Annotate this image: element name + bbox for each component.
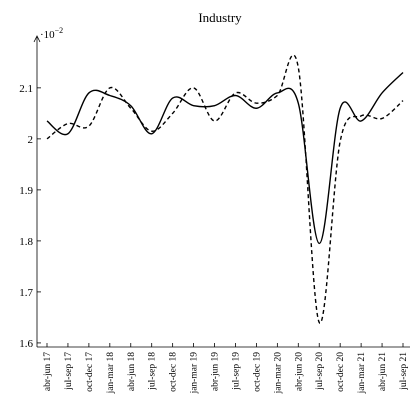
multiplier-base: ·10 xyxy=(40,29,55,41)
x-tick-label: abr-jun 19 xyxy=(211,352,221,391)
x-tick-label: abr-jun 18 xyxy=(127,352,137,391)
x-tick-label: jul-sep 18 xyxy=(148,352,158,391)
x-tick-label: jan-mar 18 xyxy=(106,352,116,395)
x-tick-label: jul-sep 17 xyxy=(64,352,74,391)
x-tick-label: oct-dec 20 xyxy=(336,352,346,392)
y-tick-label: 1.8 xyxy=(19,236,33,248)
series-line xyxy=(46,54,404,324)
x-tick-label: jan-mar 20 xyxy=(273,352,283,395)
y-tick-label: 1.7 xyxy=(19,287,33,299)
x-tick-label: jul-sep 19 xyxy=(231,352,241,391)
x-tick-label: jul-sep 20 xyxy=(315,352,325,391)
x-tick-label: abr-jun 20 xyxy=(294,352,304,391)
x-tick-label: jan-mar 19 xyxy=(190,352,200,395)
chart-title: Industry xyxy=(198,10,242,25)
y-tick-label: 1.6 xyxy=(19,338,33,350)
y-tick-label: 1.9 xyxy=(19,185,33,197)
x-tick-label: oct-dec 17 xyxy=(85,352,95,392)
series-line xyxy=(46,72,404,245)
x-tick-label: oct-dec 18 xyxy=(169,352,179,392)
x-tick-label: jul-sep 21 xyxy=(399,352,409,391)
y-tick-label: 2.1 xyxy=(19,83,33,95)
x-tick-label: jan-mar 21 xyxy=(357,352,367,395)
x-tick-label: oct-dec 19 xyxy=(252,352,262,392)
multiplier-exponent: −2 xyxy=(55,26,64,35)
y-tick-label: 2 xyxy=(28,134,34,146)
y-multiplier: ·10−2 xyxy=(40,26,63,41)
y-axis-arrow xyxy=(33,35,41,43)
x-tick-label: abr-jun 21 xyxy=(378,352,388,391)
x-tick-label: abr-jun 17 xyxy=(43,352,53,391)
